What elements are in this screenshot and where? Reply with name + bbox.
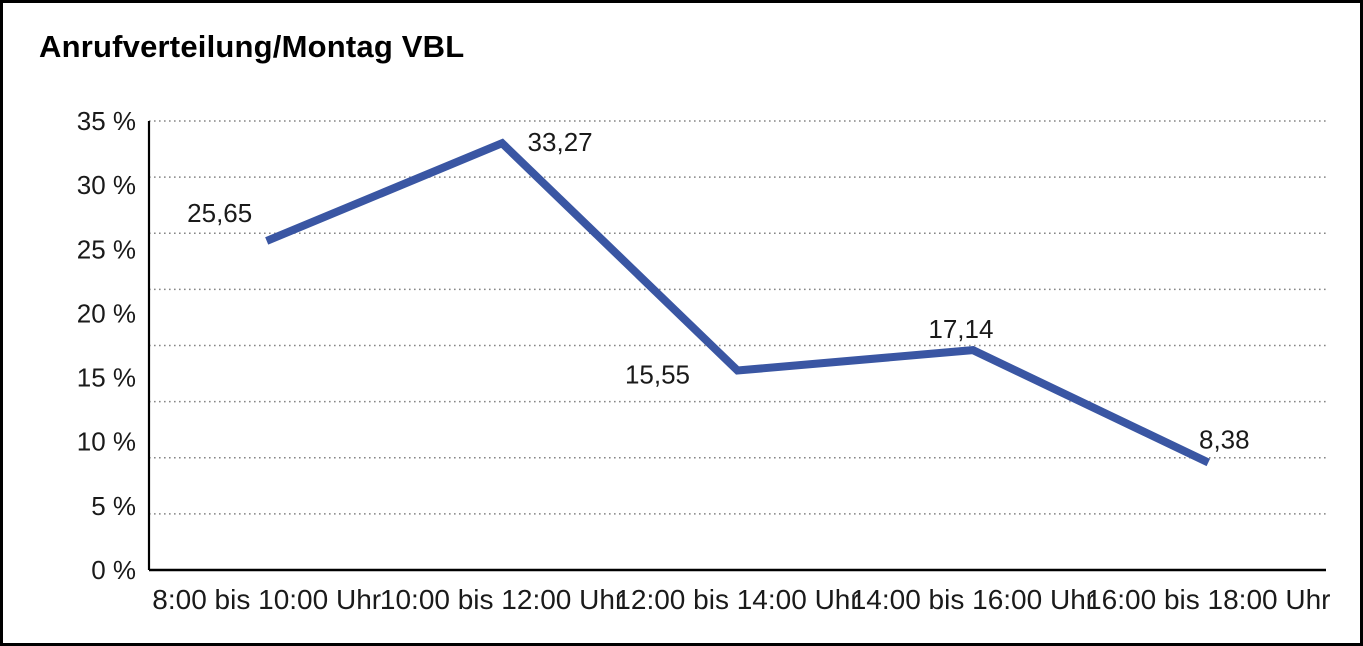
y-axis-tick-label: 10 % bbox=[77, 427, 136, 457]
y-axis-tick-label: 0 % bbox=[91, 555, 136, 585]
line-chart: 35 % 30 % 25 % 20 % 15 % 10 % 5 % 0 % 8:00 bis 1… bbox=[77, 106, 1331, 615]
data-point-label: 25,65 bbox=[187, 198, 252, 228]
data-point-label: 8,38 bbox=[1199, 424, 1250, 454]
data-point-label: 17,14 bbox=[928, 314, 993, 344]
y-axis-tick-label: 20 % bbox=[77, 298, 136, 328]
x-axis-category-label: 12:00 bis 14:00 Uhr bbox=[615, 584, 859, 615]
x-axis-category-label: 14:00 bis 16:00 Uhr bbox=[851, 584, 1095, 615]
data-point-label: 33,27 bbox=[528, 127, 593, 157]
y-axis-tick-label: 5 % bbox=[91, 491, 136, 521]
x-axis-category-label: 10:00 bis 12:00 Uhr bbox=[380, 584, 624, 615]
y-axis-tick-label: 15 % bbox=[77, 363, 136, 393]
chart-title: Anrufverteilung/Montag VBL bbox=[39, 29, 465, 64]
x-axis-category-label: 8:00 bis 10:00 Uhr bbox=[152, 584, 381, 615]
y-axis-tick-label: 25 % bbox=[77, 234, 136, 264]
y-axis-tick-label: 30 % bbox=[77, 170, 136, 200]
data-line bbox=[265, 138, 1211, 467]
x-axis-category-label: 16:00 bis 18:00 Uhr bbox=[1086, 584, 1330, 615]
y-axis-tick-label: 35 % bbox=[77, 106, 136, 136]
data-point-label: 15,55 bbox=[625, 360, 690, 390]
